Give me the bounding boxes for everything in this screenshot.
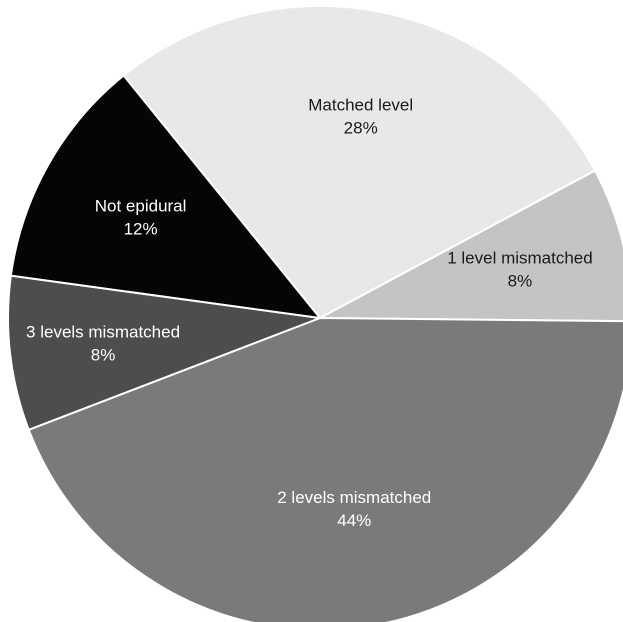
slice-name: Matched level	[308, 96, 413, 115]
slice-not-epidural	[9, 74, 321, 319]
slice-3-levels-mismatched	[7, 274, 321, 431]
slice-matched-level	[122, 5, 596, 319]
slice-percent: 12%	[124, 219, 158, 238]
slice-percent: 44%	[337, 511, 371, 530]
slice-name: 1 level mismatched	[447, 248, 593, 267]
slice-label-matched-level: Matched level 28%	[308, 96, 413, 138]
slice-label-3-levels-mismatched: 3 levels mismatched 8%	[26, 323, 180, 365]
slice-2-levels-mismatched	[27, 317, 623, 622]
slice-label-not-epidural: Not epidural 12%	[95, 196, 187, 238]
slice-percent: 8%	[508, 271, 533, 290]
slice-name: 3 levels mismatched	[26, 323, 180, 342]
slice-label-2-levels-mismatched: 2 levels mismatched 44%	[277, 488, 431, 530]
slice-label-1-level-mismatched: 1 level mismatched 8%	[447, 248, 593, 290]
slice-name: 2 levels mismatched	[277, 488, 431, 507]
pie-slices	[7, 5, 623, 622]
slice-percent: 28%	[344, 119, 378, 138]
slice-name: Not epidural	[95, 196, 187, 215]
slice-percent: 8%	[91, 346, 116, 365]
pie-labels: Matched level 28% 1 level mismatched 8% 2 le…	[26, 96, 593, 530]
